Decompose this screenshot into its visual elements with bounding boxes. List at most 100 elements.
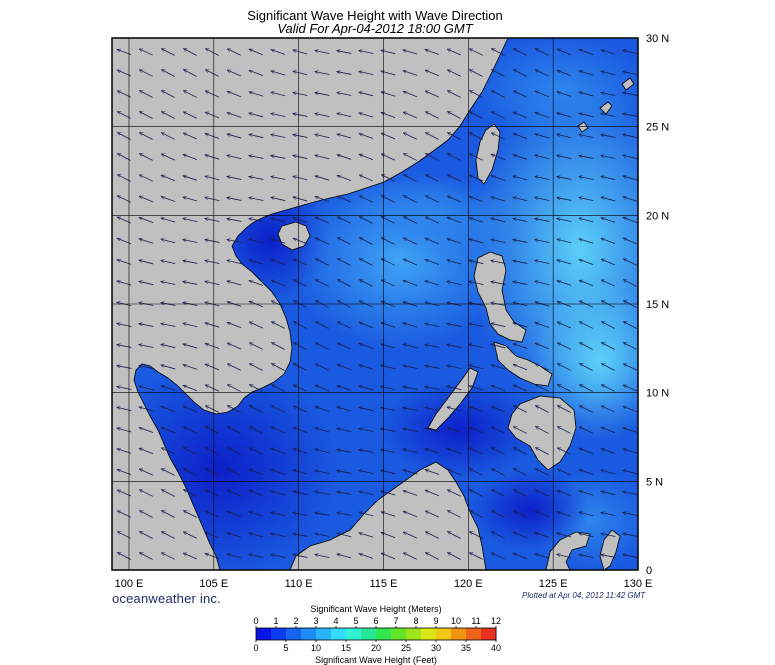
wave-arrow [535, 489, 549, 497]
wave-arrow [249, 426, 263, 434]
wave-arrow [293, 238, 308, 245]
wave-arrow [491, 468, 505, 476]
color-legend: 0 1 2 3 4 5 6 7 8 9 10 11 120 5 10 15 20 25 30 35 40 [253, 616, 501, 653]
wave-arrow [315, 50, 330, 55]
wave-arrow [359, 92, 374, 97]
wave-arrow [513, 90, 527, 98]
wave-arrow [139, 48, 154, 56]
wave-arrow [271, 239, 286, 244]
wave-arrow [139, 153, 153, 161]
wave-arrow [337, 492, 352, 495]
wave-arrow [139, 510, 153, 518]
wave-arrow [139, 345, 154, 348]
wave-arrow [513, 405, 527, 413]
wave-arrow [535, 260, 550, 265]
wave-arrow [227, 405, 241, 413]
wave-arrow [601, 491, 616, 496]
wave-arrow [447, 552, 461, 560]
wave-arrow [403, 50, 418, 55]
wave-arrow [139, 428, 154, 433]
wave-arrow [579, 533, 594, 538]
wave-arrow [161, 111, 175, 119]
wave-arrow [227, 489, 242, 497]
lon-tick-label: 125 E [539, 578, 568, 590]
wave-arrow [337, 533, 352, 538]
wave-arrow [359, 195, 373, 203]
wave-arrow [469, 174, 484, 182]
wave-arrow [491, 447, 505, 455]
wave-arrow [249, 405, 263, 413]
wave-arrow [447, 174, 461, 182]
wave-arrow [425, 407, 440, 412]
wave-arrow [271, 533, 286, 537]
wave-arrow [469, 111, 483, 119]
wave-arrow [513, 218, 528, 222]
wave-arrow [557, 533, 572, 538]
wave-arrow [183, 239, 198, 243]
wave-arrow [117, 153, 131, 161]
wave-arrow [403, 552, 417, 560]
wave-arrow [469, 196, 484, 202]
wave-arrow [183, 385, 198, 392]
wave-arrow [337, 51, 352, 54]
wave-arrow [337, 321, 351, 329]
wave-arrow [535, 554, 550, 559]
wave-arrow [139, 132, 153, 140]
wave-arrow [469, 447, 484, 455]
wave-arrow [227, 155, 242, 160]
wave-arrow [425, 510, 439, 518]
wave-arrow [205, 343, 220, 349]
wave-arrow [293, 155, 308, 159]
wave-arrow [623, 513, 638, 516]
wave-arrow [469, 153, 483, 161]
wave-arrow [535, 322, 550, 328]
wave-arrow [491, 531, 505, 539]
wave-arrow [249, 177, 264, 180]
wave-arrow [359, 71, 374, 75]
wave-arrow [403, 323, 418, 328]
legend-feet-tick: 5 [283, 643, 288, 653]
wave-arrow [227, 69, 242, 77]
wave-arrow [161, 132, 175, 140]
wave-arrow [425, 238, 440, 245]
lat-tick-label: 30 N [646, 33, 669, 45]
wave-arrow [535, 426, 549, 434]
wave-arrow [425, 132, 439, 140]
legend-meters-tick: 4 [333, 616, 338, 626]
wave-arrow [161, 153, 176, 161]
wave-arrow [183, 154, 198, 161]
wave-arrow [315, 428, 330, 433]
wave-arrow [557, 218, 572, 222]
wave-arrow [183, 510, 197, 518]
wave-arrow [535, 112, 550, 118]
wave-arrow [315, 176, 330, 181]
wave-arrow [161, 48, 175, 56]
wave-arrow [183, 261, 198, 264]
wave-arrow [535, 155, 550, 160]
wave-arrow [425, 281, 440, 286]
wave-arrow [315, 492, 330, 495]
wave-arrow [337, 342, 352, 350]
wave-arrow [359, 533, 374, 538]
wave-arrow [579, 447, 594, 455]
wave-arrow [205, 323, 220, 328]
wave-arrow [469, 489, 483, 497]
wave-arrow [249, 70, 264, 76]
wave-arrow [579, 71, 594, 76]
wave-arrow [469, 281, 484, 285]
wave-arrow [623, 470, 638, 475]
wave-arrow [139, 468, 154, 476]
wave-arrow [293, 321, 307, 329]
wave-arrow [161, 260, 176, 264]
wave-arrow [293, 114, 308, 117]
wave-arrow [469, 365, 484, 370]
wave-arrow [205, 468, 219, 476]
wave-arrow [579, 156, 594, 159]
wave-arrow [139, 448, 154, 455]
wave-arrow [601, 176, 616, 181]
wave-arrow [601, 342, 615, 350]
wave-arrow [139, 365, 154, 369]
wave-arrow [183, 489, 197, 497]
wave-arrow [447, 111, 461, 119]
wave-arrow [535, 468, 549, 476]
